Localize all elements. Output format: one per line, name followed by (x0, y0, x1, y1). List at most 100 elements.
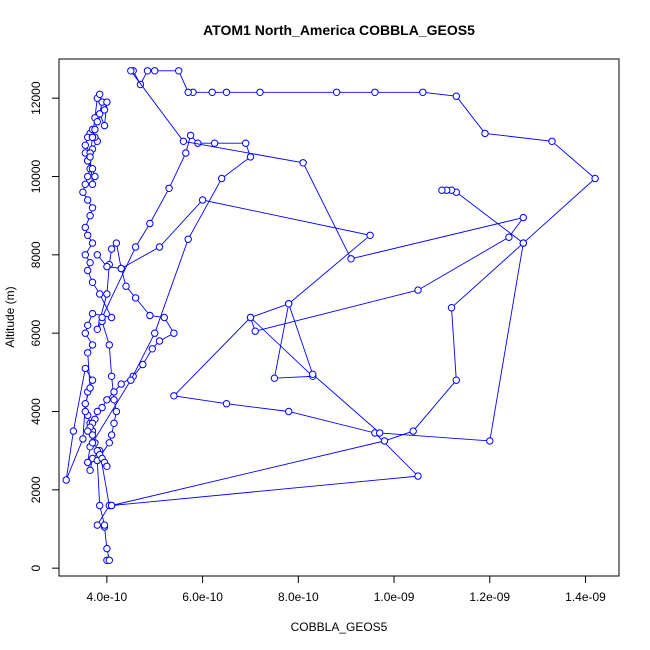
data-point (285, 300, 293, 308)
data-point (299, 159, 307, 167)
chart-title: ATOM1 North_America COBBLA_GEOS5 (203, 22, 475, 38)
data-point (452, 376, 460, 384)
data-point (62, 476, 70, 484)
data-point (112, 239, 121, 247)
data-point (81, 223, 90, 232)
x-axis: 4.0e-10 6.0e-10 8.0e-10 1.0e-09 1.2e-09 1.4e-… (87, 576, 606, 604)
data-point (251, 327, 259, 335)
data-point (186, 131, 195, 140)
data-point (96, 501, 104, 510)
data-point (131, 243, 140, 251)
data-point (198, 196, 207, 204)
data-point (91, 172, 99, 181)
y-axis-title: Altitude (m) (3, 286, 17, 347)
data-point (84, 172, 92, 181)
data-point (419, 88, 427, 97)
y-tick-label: 12000 (29, 81, 43, 115)
data-point (81, 329, 90, 337)
data-point (88, 278, 97, 286)
data-point (155, 337, 164, 345)
plot-area-frame (58, 58, 620, 577)
data-point (103, 396, 111, 404)
data-point (143, 67, 152, 75)
data-point (105, 341, 114, 349)
data-point (107, 245, 116, 253)
data-point (88, 180, 97, 189)
data-point (86, 153, 94, 161)
data-point (96, 90, 104, 99)
data-point (519, 239, 527, 247)
data-point (88, 431, 97, 439)
data-point (438, 186, 446, 194)
data-point (81, 251, 90, 259)
data-point (131, 294, 140, 302)
data-point (452, 92, 460, 100)
data-point (139, 360, 147, 369)
data-point (270, 374, 279, 382)
data-point (155, 243, 164, 251)
series-1 (62, 90, 116, 564)
data-point (93, 407, 102, 416)
data-point (184, 88, 192, 97)
data-point (91, 125, 99, 134)
data-point (548, 137, 556, 146)
data-point (486, 437, 494, 445)
data-point (100, 106, 109, 114)
data-point (81, 407, 90, 416)
data-point (376, 429, 384, 437)
x-tick-label: 8.0e-10 (278, 590, 319, 604)
data-point (86, 384, 94, 392)
data-point (81, 180, 90, 189)
data-point (88, 309, 97, 318)
series-3 (93, 196, 422, 510)
data-point (107, 431, 116, 439)
data-point (103, 98, 111, 106)
data-point (481, 129, 489, 138)
data-point (591, 174, 599, 183)
data-point (84, 231, 92, 240)
data-point (151, 67, 159, 75)
data-point (103, 462, 111, 470)
x-tick-label: 1.2e-09 (469, 590, 510, 604)
data-point (88, 376, 97, 384)
data-point (182, 149, 190, 157)
data-point (84, 427, 92, 435)
data-point (107, 501, 116, 510)
data-point (107, 372, 116, 380)
data-point (100, 521, 109, 529)
x-tick-label: 6.0e-10 (182, 590, 223, 604)
data-point (371, 88, 379, 97)
data-point (112, 407, 121, 416)
data-point (110, 396, 118, 404)
y-tick-label: 6000 (29, 319, 43, 346)
data-point (79, 188, 87, 196)
y-tick-label: 0 (29, 565, 43, 572)
data-point (110, 419, 118, 427)
data-series (62, 67, 599, 564)
y-tick-label: 4000 (29, 398, 43, 425)
data-point (170, 329, 178, 337)
series-line (87, 242, 175, 526)
series-5 (107, 67, 599, 510)
series-4 (88, 131, 255, 447)
data-point (98, 403, 106, 412)
series-line (111, 70, 596, 506)
x-tick-label: 1.4e-09 (565, 590, 606, 604)
data-point (88, 165, 97, 173)
series-line (96, 199, 419, 506)
data-point (110, 388, 118, 396)
data-point (285, 407, 293, 416)
data-point (117, 380, 125, 388)
data-point (184, 235, 192, 243)
data-point (380, 437, 389, 445)
series-2 (84, 239, 178, 529)
y-tick-label: 8000 (29, 241, 43, 268)
data-point (100, 121, 109, 130)
series-line (130, 70, 525, 442)
data-point (165, 184, 173, 193)
data-point (88, 439, 97, 447)
y-tick-label: 10000 (29, 159, 43, 193)
data-point (246, 153, 255, 161)
data-point (84, 266, 92, 275)
data-point (208, 88, 216, 97)
